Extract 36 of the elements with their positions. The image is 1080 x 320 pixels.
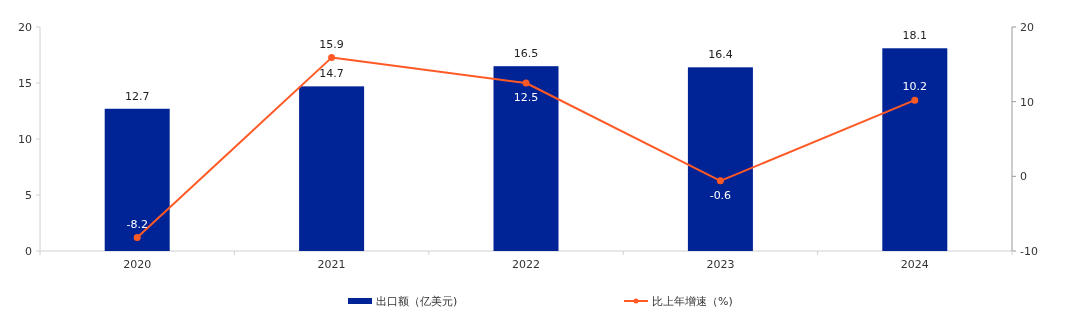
data-label: 12.5 (513, 91, 539, 104)
bar (104, 108, 170, 251)
x-tick-label: 2022 (512, 258, 540, 271)
x-tick-label: 2021 (317, 258, 346, 271)
data-label: 10.2 (902, 80, 928, 94)
y2-tick-label: 0 (1020, 170, 1027, 184)
point (133, 234, 141, 242)
y2-tick-label: 10 (1020, 95, 1034, 109)
bar (882, 48, 948, 251)
bar (299, 86, 365, 251)
y2-tick-label: -10 (1020, 245, 1038, 258)
x-tick-label: 2024 (900, 258, 929, 271)
x-tick-label: 2020 (123, 258, 152, 271)
legend-label: 出口额（亿美元) (376, 295, 458, 308)
y-tick-label: 15 (18, 77, 32, 90)
point (328, 54, 336, 62)
data-label: 16.4 (708, 48, 733, 62)
data-label: 12.7 (124, 89, 150, 103)
y-tick-label: 5 (25, 189, 32, 202)
y2-tick-label: 20 (1020, 21, 1034, 34)
bar (687, 67, 753, 251)
data-label: 18.1 (902, 29, 928, 43)
y-tick-label: 10 (18, 133, 32, 146)
bar (493, 66, 559, 251)
data-label: -8.2 (126, 217, 148, 231)
point (522, 79, 530, 87)
y-tick-label: 20 (18, 21, 32, 34)
y-tick-label: 0 (25, 245, 32, 258)
legend-label: 比上年增速（%) (652, 295, 733, 308)
point (716, 177, 724, 185)
x-tick-label: 2023 (706, 258, 735, 271)
data-label: -0.6 (709, 188, 732, 202)
data-label: 14.7 (319, 67, 344, 81)
data-label: 16.5 (513, 47, 539, 61)
point (911, 96, 919, 104)
data-label: 15.9 (319, 37, 344, 51)
